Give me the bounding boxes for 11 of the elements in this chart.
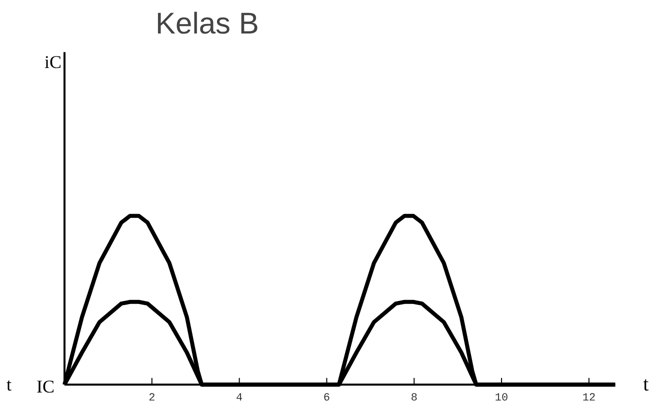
x-tick-label: 10 <box>494 392 508 405</box>
annotation: IC <box>36 376 54 397</box>
x-tick-label: 12 <box>582 392 596 405</box>
chart-title: Kelas B <box>156 8 259 40</box>
x-tick-label: 8 <box>410 392 418 405</box>
x-tick-label: 4 <box>236 392 244 405</box>
annotation: t <box>6 374 12 395</box>
x-tick-label: 2 <box>148 392 156 405</box>
x-tick-label: 6 <box>323 392 330 405</box>
text: iC <box>44 52 62 72</box>
x-axis-title: t <box>643 374 650 396</box>
